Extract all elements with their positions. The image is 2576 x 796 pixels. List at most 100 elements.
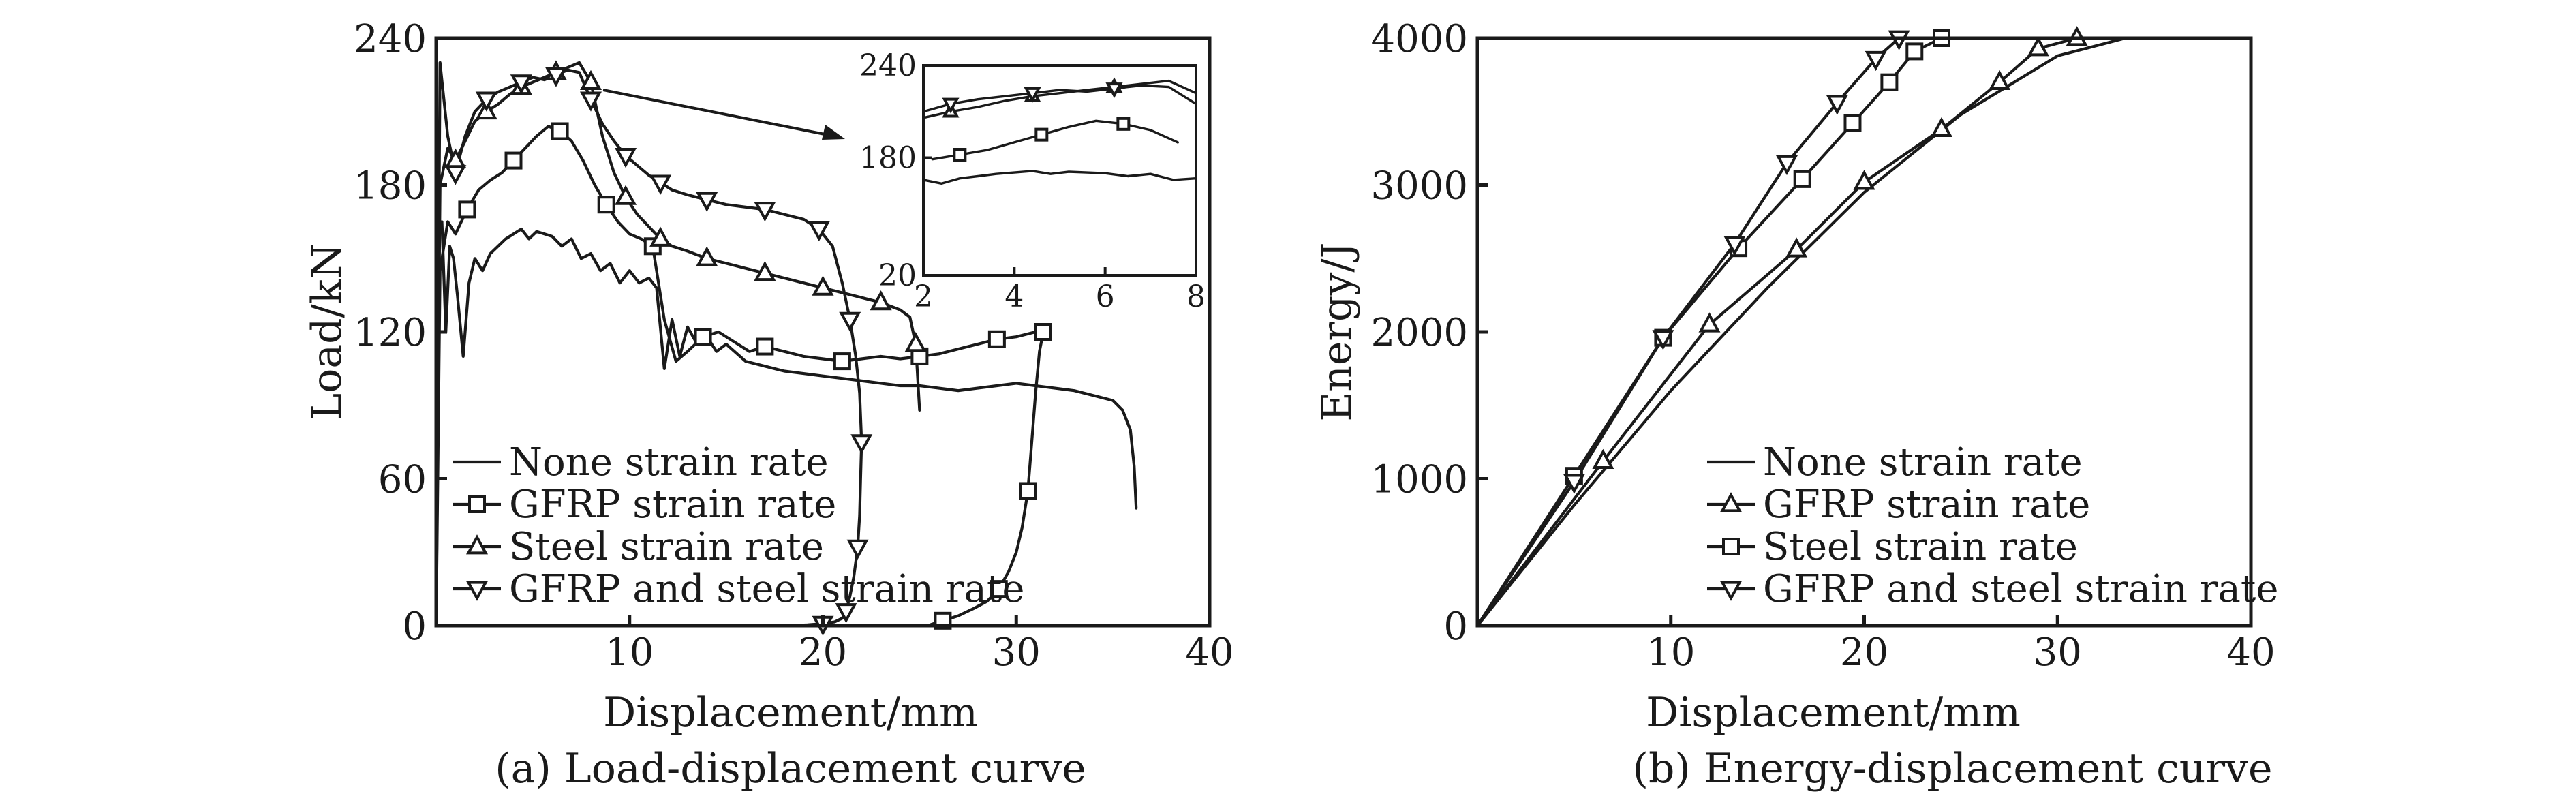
panel-a-series-1-point [990, 580, 1008, 598]
panel-a-inset-series-3-point [1105, 82, 1123, 99]
panel-a-legend-marker-1 [468, 495, 486, 513]
panel-a: 10 20 30 40 0 60 120 180 240 2 4 6 8 20 180 240 None s… [303, 17, 1234, 793]
panel-b-y-tick-label: 2000 [1370, 311, 1468, 355]
panel-b-series-1-point [2027, 36, 2049, 57]
panel-b-series-1-point [1989, 70, 2011, 90]
panel-a-series-3-point [808, 221, 830, 242]
panel-a-inset-series-3-point [942, 97, 960, 114]
panel-a-inset-x-tick-label: 6 [1096, 279, 1115, 314]
panel-b-legend-marker-3 [1719, 581, 1743, 601]
panel-a-inset-x-tick-label: 4 [1005, 279, 1024, 314]
panel-a-inset-line-2 [922, 79, 1197, 119]
panel-a-inset-line-0 [922, 170, 1197, 185]
panel-a-legend-label-1: GFRP strain rate [509, 483, 836, 527]
panel-a-x-tick-label: 30 [992, 630, 1041, 675]
panel-a-inset-line-3 [922, 84, 1197, 113]
panel-a-inset-line-1 [931, 119, 1180, 161]
panel-b-series-3-point [1652, 330, 1674, 350]
panel-b-series-line-0 [1475, 36, 2127, 628]
panel-b-y-tick-label: 0 [1443, 604, 1468, 649]
panel-a-series-line-0 [434, 220, 1138, 628]
panel-b-series-2-point [1880, 73, 1899, 91]
panel-a-series-1-point [458, 200, 476, 219]
panel-a-series-3-point [545, 67, 567, 87]
panel-a-series-1-point [597, 196, 615, 214]
panel-a-series-3-point [510, 74, 532, 95]
panel-a-series-3-point [850, 434, 873, 455]
panel-b-legend-label-3: GFRP and steel strain rate [1763, 567, 2279, 611]
panel-a-series-2-point [649, 226, 672, 247]
panel-a-legend-label-0: None strain rate [509, 440, 829, 485]
panel-b-series-2-point [1905, 42, 1924, 61]
panel-b-legend-label-1: GFRP strain rate [1763, 483, 2090, 527]
panel-a-series-3-point [696, 192, 718, 212]
panel-b-series-1-point [1853, 170, 1875, 190]
panel-b-x-tick-label: 20 [1840, 630, 1888, 675]
panel-b-series-1-point [1592, 448, 1614, 469]
panel-b: 10 20 30 40 0 1000 2000 3000 4000 None strain ra… [1313, 17, 2279, 793]
panel-b-series-2-point [1843, 114, 1862, 132]
panel-a-series-1-point [1034, 323, 1052, 341]
panel-a-inset-y-tick-label: 20 [878, 258, 917, 293]
panel-b-y-axis-label: Energy/J [1313, 242, 1361, 421]
panel-a-inset-frame [922, 64, 1197, 277]
panel-a-series-1-point [987, 330, 1006, 348]
panel-b-series-2-point [1793, 170, 1811, 188]
panel-a-series-1-point [756, 337, 774, 356]
panel-a-series-1-point [1019, 482, 1037, 500]
panel-a-series-2-point [696, 246, 718, 266]
panel-b-series-1-point [1698, 312, 1721, 333]
panel-b-caption: (b) Energy-displacement curve [1633, 745, 2273, 793]
panel-a-series-3-point [839, 311, 861, 332]
panel-b-series-3-point [1865, 50, 1887, 72]
panel-a-series-3-point [615, 148, 637, 168]
panel-a-series-1-point [694, 328, 712, 346]
panel-b-series-line-3 [1475, 36, 1901, 628]
panel-a-inset-arrow [602, 89, 835, 138]
panel-b-series-1-point [1785, 237, 1808, 258]
panel-a-ticks: 10 20 30 40 0 60 120 180 240 [354, 17, 1234, 675]
panel-a-caption: (a) Load-displacement curve [495, 745, 1086, 793]
panel-b-series-3-point [1723, 236, 1746, 256]
panel-a-x-tick-label: 10 [605, 630, 654, 675]
panel-a-inset-x-tick-label: 2 [914, 279, 933, 314]
panel-a-inset-ticks: 2 4 6 8 20 180 240 [859, 48, 1206, 314]
panel-a-series-2-point [870, 290, 892, 311]
panel-a-series-2-point [812, 275, 834, 296]
panel-a-series-2-point [754, 260, 776, 281]
panel-b-y-tick-label: 4000 [1370, 17, 1468, 61]
panel-a-series-3-point [649, 174, 672, 195]
panel-a-x-axis-label: Displacement/mm [603, 689, 978, 737]
panel-a-series-1-point [504, 151, 523, 170]
panel-a-series-1-point [833, 352, 851, 371]
panel-a-legend-label-3: GFRP and steel strain rate [509, 567, 1025, 611]
panel-b-series-3-point [1563, 474, 1585, 494]
panel-b-x-tick-label: 30 [2034, 630, 2082, 675]
panel-a-inset: 2 4 6 8 20 180 240 [859, 48, 1206, 314]
panel-a-inset-lines [922, 77, 1197, 185]
panel-a-x-tick-label: 20 [799, 630, 847, 675]
panel-a-series-3-point [579, 91, 602, 112]
panel-a-inset-y-tick-label: 240 [859, 48, 917, 83]
panel-b-x-tick-label: 10 [1646, 630, 1695, 675]
panel-a-series-markers [444, 60, 1052, 637]
panel-a-series-2-point [904, 332, 927, 352]
panel-b-y-tick-label: 3000 [1370, 164, 1468, 209]
panel-b-y-tick-label: 1000 [1370, 458, 1468, 502]
panel-b-series-3-point [1775, 155, 1798, 176]
panel-a-inset-series-3-point [1024, 87, 1041, 103]
panel-a-series-3-point [835, 603, 857, 624]
panel-a-series-3-point [754, 202, 776, 222]
panel-a-y-axis-label: Load/kN [303, 243, 351, 420]
panel-a-y-tick-label: 240 [354, 17, 427, 61]
panel-a-x-tick-label: 40 [1185, 630, 1233, 675]
panel-a-series-3-point [475, 91, 497, 112]
panel-a-series-2-point [615, 185, 637, 205]
panel-b-series-3-point [1826, 95, 1848, 115]
panel-a-y-tick-label: 120 [354, 311, 427, 355]
panel-a-inset-x-tick-label: 8 [1186, 279, 1206, 314]
panel-a-series-1-point [551, 122, 569, 140]
